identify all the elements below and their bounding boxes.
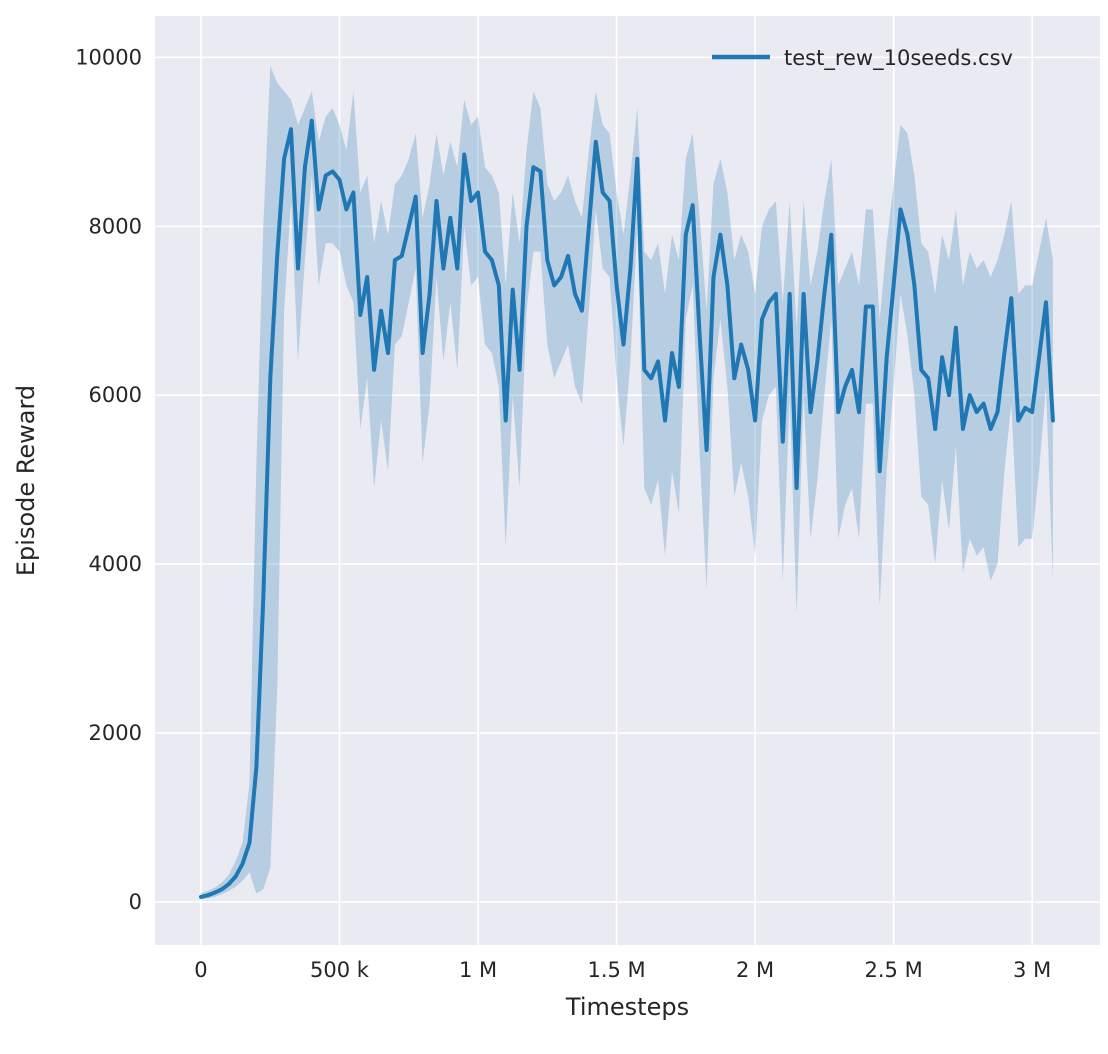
grid-lines [155, 16, 1100, 945]
x-axis-label: Timesteps [565, 993, 689, 1021]
x-tick-label: 3 M [1013, 958, 1051, 982]
confidence-band [201, 65, 1053, 900]
x-tick-label: 1 M [459, 958, 497, 982]
x-tick-label: 2.5 M [865, 958, 923, 982]
y-tick-labels: 0 2000 4000 6000 8000 10000 [75, 45, 142, 914]
x-tick-label: 500 k [310, 958, 370, 982]
y-tick-label: 0 [129, 890, 142, 914]
x-tick-label: 0 [194, 958, 207, 982]
y-tick-label: 4000 [89, 552, 142, 576]
x-tick-labels: 0 500 k 1 M 1.5 M 2 M 2.5 M 3 M [194, 958, 1051, 982]
axes-background [155, 16, 1100, 945]
mean-line [199, 118, 1055, 899]
y-axis-label: Episode Reward [12, 385, 40, 576]
legend: test_rew_10seeds.csv [712, 46, 1013, 71]
x-tick-label: 2 M [736, 958, 774, 982]
y-tick-label: 6000 [89, 383, 142, 407]
x-tick-label: 1.5 M [587, 958, 645, 982]
y-tick-label: 10000 [75, 45, 142, 69]
legend-label: test_rew_10seeds.csv [784, 46, 1013, 71]
y-tick-label: 8000 [89, 214, 142, 238]
y-tick-label: 2000 [89, 721, 142, 745]
